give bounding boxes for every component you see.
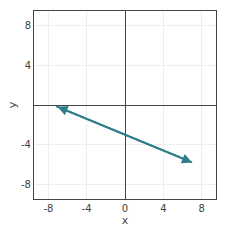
svg-text:-8: -8 bbox=[21, 179, 31, 190]
svg-text:-8: -8 bbox=[43, 203, 53, 214]
svg-text:0: 0 bbox=[122, 203, 128, 214]
svg-text:-4: -4 bbox=[21, 139, 31, 150]
svg-text:x: x bbox=[122, 214, 129, 227]
svg-text:4: 4 bbox=[160, 203, 166, 214]
svg-text:4: 4 bbox=[25, 60, 31, 71]
svg-text:y: y bbox=[6, 101, 19, 108]
svg-text:8: 8 bbox=[25, 20, 31, 31]
svg-text:-4: -4 bbox=[82, 203, 92, 214]
svg-text:8: 8 bbox=[198, 203, 204, 214]
